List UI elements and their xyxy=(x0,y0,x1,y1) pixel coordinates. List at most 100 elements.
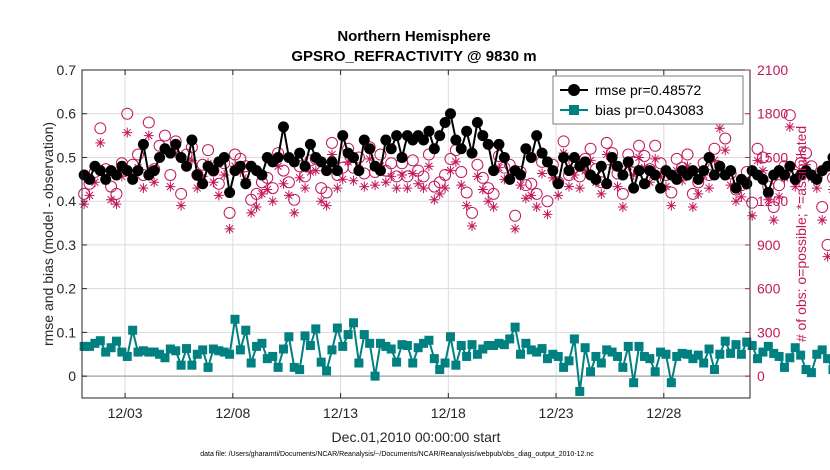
obs-assimilated-marker xyxy=(267,196,278,207)
bias-point xyxy=(580,343,590,353)
rmse-point xyxy=(671,173,683,185)
bias-point xyxy=(332,323,342,333)
bias-point xyxy=(704,344,714,354)
bias-point xyxy=(618,362,628,372)
bias-point xyxy=(343,330,353,340)
obs-assimilated-marker xyxy=(273,161,284,172)
obs-assimilated-marker xyxy=(95,137,106,148)
bias-point xyxy=(483,341,493,351)
bias-point xyxy=(742,337,752,347)
rmse-point xyxy=(396,151,408,163)
bias-point xyxy=(451,360,461,370)
bias-point xyxy=(688,354,698,364)
obs-possible-marker xyxy=(816,201,829,214)
obs-assimilated-marker xyxy=(585,155,596,166)
obs-assimilated-marker xyxy=(736,191,747,202)
obs-assimilated-marker xyxy=(563,181,574,192)
obs-assimilated-marker xyxy=(380,177,391,188)
bias-point xyxy=(424,335,434,345)
obs-assimilated-marker xyxy=(730,196,741,207)
obs-possible-marker xyxy=(466,206,479,219)
obs-possible-marker xyxy=(649,139,662,152)
rmse-point xyxy=(633,165,645,177)
bias-point xyxy=(505,334,515,344)
obs-assimilated-marker xyxy=(79,199,90,210)
chart-title: Northern Hemisphere xyxy=(337,28,490,45)
bias-point xyxy=(629,378,639,388)
obs-assimilated-marker xyxy=(801,159,812,170)
bias-point xyxy=(596,358,606,368)
rmse-point xyxy=(84,173,96,185)
rmse-point xyxy=(698,165,710,177)
rmse-point xyxy=(595,160,607,172)
obs-assimilated-marker xyxy=(370,180,381,191)
rmse-point xyxy=(110,169,122,181)
bias-point xyxy=(817,345,827,355)
obs-assimilated-marker xyxy=(617,202,628,213)
rmse-point xyxy=(385,143,397,155)
bias-point xyxy=(774,351,784,361)
rmse-point xyxy=(692,173,704,185)
y-tick-label: 0.4 xyxy=(57,193,77,209)
bias-point xyxy=(683,349,693,359)
rmse-point xyxy=(164,147,176,159)
obs-assimilated-marker xyxy=(655,171,666,182)
obs-possible-marker xyxy=(202,144,215,157)
obs-assimilated-marker xyxy=(321,200,332,211)
rmse-point xyxy=(703,151,715,163)
bias-point xyxy=(305,341,315,351)
obs-assimilated-marker xyxy=(278,178,289,189)
rmse-point xyxy=(628,182,640,194)
rmse-point xyxy=(563,165,575,177)
obs-assimilated-marker xyxy=(116,171,127,182)
obs-possible-marker xyxy=(175,187,188,200)
legend-bias-label: bias pr=0.043083 xyxy=(595,102,704,118)
rmse-point xyxy=(547,165,559,177)
bias-point xyxy=(408,358,418,368)
bias-point xyxy=(548,349,558,359)
bias-point xyxy=(645,354,655,364)
legend: rmse pr=0.48572 bias pr=0.043083 xyxy=(552,75,744,125)
obs-assimilated-marker xyxy=(445,165,456,176)
obs-assimilated-marker xyxy=(84,190,95,201)
bias-point xyxy=(311,324,321,334)
bias-point xyxy=(812,349,822,359)
bias-point xyxy=(397,340,407,350)
obs-assimilated-marker xyxy=(310,165,321,176)
obs-assimilated-marker xyxy=(644,177,655,188)
y-right-tick-label: 1800 xyxy=(757,106,788,122)
bias-point xyxy=(720,336,730,346)
rmse-point xyxy=(611,160,623,172)
obs-assimilated-marker xyxy=(386,171,397,182)
obs-possible-marker xyxy=(665,186,678,199)
footer-data-file: data file: /Users/gharamti/Documents/NCA… xyxy=(200,451,594,458)
bias-point xyxy=(537,344,547,354)
rmse-point xyxy=(391,130,403,142)
bias-point xyxy=(516,349,526,359)
rmse-point xyxy=(714,160,726,172)
bias-point xyxy=(214,346,224,356)
bias-point xyxy=(203,362,213,372)
obs-possible-marker xyxy=(455,166,468,179)
bias-point xyxy=(672,351,682,361)
obs-possible-marker xyxy=(471,158,484,171)
bias-point xyxy=(370,371,380,381)
obs-assimilated-marker xyxy=(666,200,677,211)
bias-point xyxy=(429,354,439,364)
y-axis-label: rmse and bias (model - observation) xyxy=(40,122,56,346)
rmse-point xyxy=(353,165,365,177)
y-axis-right-label: # of obs: o=possible; *=assimilated xyxy=(793,126,809,342)
obs-assimilated-marker xyxy=(639,162,650,173)
obs-assimilated-marker xyxy=(601,149,612,160)
rmse-point xyxy=(568,151,580,163)
rmse-point xyxy=(277,121,289,133)
bias-point xyxy=(289,362,299,372)
bias-point xyxy=(639,351,649,361)
y-tick-label: 0.1 xyxy=(57,324,77,340)
obs-assimilated-marker xyxy=(747,210,758,221)
obs-assimilated-marker xyxy=(332,183,343,194)
bias-point xyxy=(381,341,391,351)
obs-assimilated-marker xyxy=(256,188,267,199)
rmse-point xyxy=(326,156,338,168)
